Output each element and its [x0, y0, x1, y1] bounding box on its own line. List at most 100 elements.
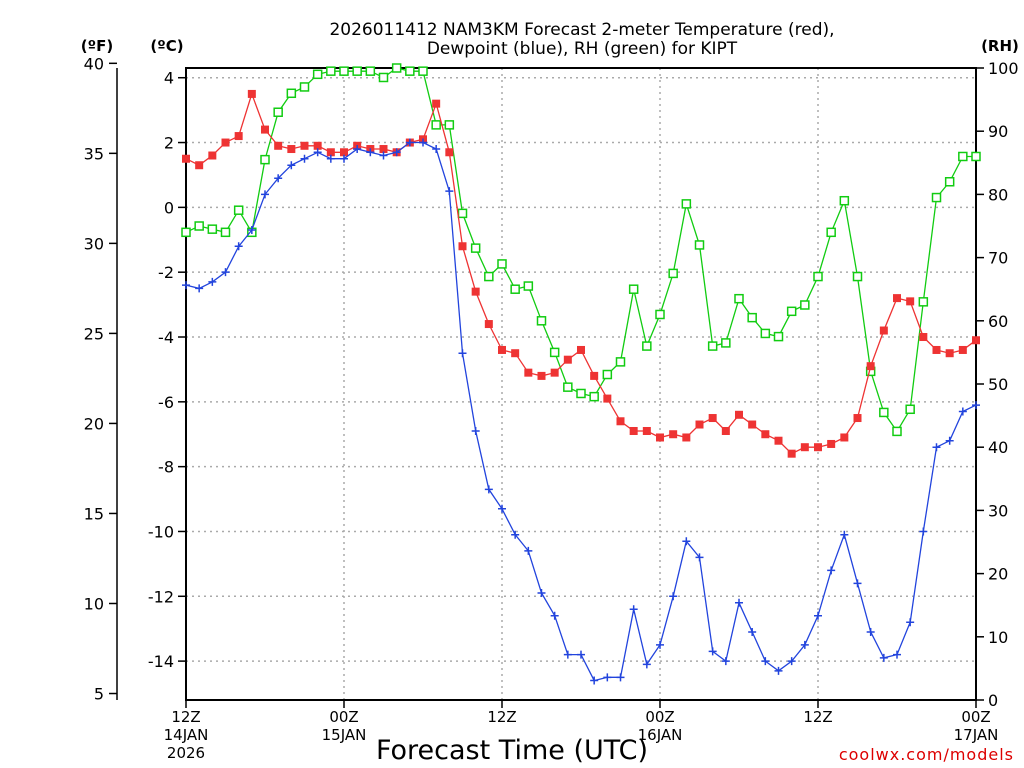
series-temperature [182, 89, 980, 458]
dewpoint-point [708, 647, 717, 656]
fahrenheit-tick-label: 40 [84, 54, 104, 73]
celsius-tick-label: -2 [158, 263, 174, 282]
celsius-tick-label: 2 [164, 134, 174, 153]
fahrenheit-tick-label: 15 [84, 504, 104, 523]
dewpoint-point [379, 151, 388, 160]
fahrenheit-tick-label: 20 [84, 414, 104, 433]
temperature-point [300, 141, 309, 150]
dewpoint-point [906, 618, 915, 627]
fahrenheit-tick-label: 30 [84, 234, 104, 253]
temperature-point [511, 349, 520, 358]
dewpoint-point [761, 657, 770, 666]
rh-point [655, 309, 665, 320]
rh-point [615, 357, 626, 367]
rh-point [444, 120, 455, 130]
time-tick-label: 00Z [961, 708, 990, 726]
time-tick-label: 17JAN [954, 726, 999, 744]
temperature-point [208, 151, 217, 160]
rh-line [185, 67, 976, 433]
rh-point [905, 404, 915, 415]
temperature-point [800, 443, 809, 452]
dewpoint-point [432, 145, 441, 154]
dewpoint-point [840, 530, 849, 539]
rh-point [589, 391, 599, 402]
rh-point [958, 151, 968, 162]
rh-point [273, 107, 283, 117]
series-dewpoint [182, 138, 980, 685]
temperature-point [840, 433, 849, 442]
celsius-tick-label: -4 [158, 328, 174, 347]
dewpoint-point [458, 349, 467, 358]
dewpoint-point [524, 546, 533, 555]
dewpoint-point [800, 640, 809, 649]
rh-point [431, 120, 441, 130]
dewpoint-point [629, 605, 638, 614]
rh-tick-label: 60 [988, 312, 1008, 331]
rh-tick-label: 30 [988, 501, 1008, 520]
fahrenheit-unit-label: (ºF) [81, 37, 113, 55]
rh-point [694, 240, 705, 250]
rh-point [352, 66, 362, 76]
temperature-point [498, 345, 506, 354]
temperature-point [221, 138, 230, 147]
temperature-point [247, 89, 256, 98]
rh-point [760, 328, 771, 339]
temperature-point [853, 414, 862, 423]
rh-point [523, 281, 534, 291]
dewpoint-point [419, 138, 427, 147]
rh-point [879, 407, 889, 418]
temperature-point [721, 426, 730, 435]
temperature-point [866, 362, 875, 371]
rh-tick-label: 100 [988, 59, 1019, 78]
dewpoint-point [893, 650, 901, 659]
dewpoint-point [695, 553, 704, 562]
temperature-point [774, 436, 783, 445]
dewpoint-point [972, 401, 980, 410]
temperature-point [274, 141, 283, 150]
celsius-axis: 4 2 0 -2 -4 -6 -8 -10 -12 -14 [148, 69, 186, 671]
rh-point [747, 312, 757, 323]
rh-point [326, 66, 336, 76]
temperature-point [326, 148, 335, 157]
temperature-point [879, 326, 888, 335]
dewpoint-point [261, 190, 269, 199]
rh-point [786, 306, 797, 317]
rh-point [260, 154, 270, 165]
time-tick-label: 00Z [329, 708, 358, 726]
credit-label: coolwx.com/models [839, 745, 1014, 764]
temperature-point [563, 355, 572, 364]
dewpoint-point [537, 589, 546, 598]
rh-point [510, 284, 520, 294]
dewpoint-point [392, 148, 401, 157]
temperature-point [590, 371, 599, 380]
fahrenheit-tick-label: 10 [84, 594, 104, 613]
temperature-point [827, 439, 836, 448]
rh-point [418, 66, 428, 76]
temperature-point [932, 345, 941, 354]
celsius-tick-label: -8 [158, 458, 174, 477]
dewpoint-point [590, 676, 599, 685]
celsius-tick-label: 0 [164, 198, 174, 217]
rh-point [207, 224, 218, 234]
dewpoint-point [484, 485, 493, 494]
dewpoint-point [656, 640, 664, 649]
rh-point [233, 205, 244, 215]
rh-point [220, 227, 231, 238]
dewpoint-point [814, 611, 822, 620]
temperature-point [945, 349, 954, 358]
rh-point [642, 341, 652, 351]
time-tick-label: 16JAN [638, 726, 683, 744]
rh-point [536, 316, 547, 326]
dewpoint-point [511, 530, 520, 539]
fahrenheit-tick-label: 5 [94, 685, 104, 704]
dewpoint-point [642, 660, 651, 669]
fahrenheit-tick-label: 35 [84, 144, 104, 163]
rh-point [497, 259, 507, 269]
dewpoint-point [405, 138, 414, 147]
dewpoint-point [313, 148, 322, 157]
rh-tick-label: 0 [988, 691, 998, 710]
rh-point [405, 66, 415, 76]
time-tick-label: 00Z [645, 708, 674, 726]
time-tick-label: 12Z [487, 708, 516, 726]
